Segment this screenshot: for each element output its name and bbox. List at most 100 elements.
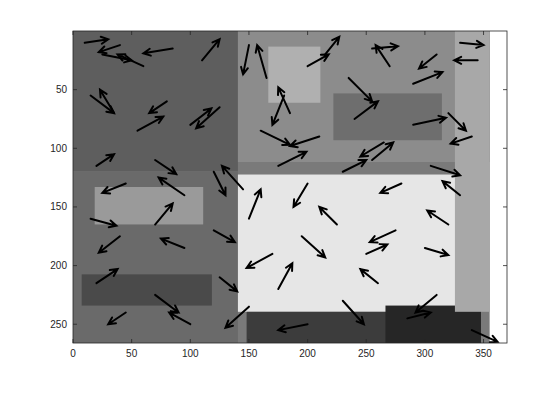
x-tick-top [190, 31, 191, 35]
x-tick-label: 150 [241, 348, 258, 359]
y-tick [73, 148, 77, 149]
y-tick-label: 150 [50, 201, 67, 212]
arrow [372, 142, 393, 160]
y-tick-right [503, 265, 507, 266]
image-region [73, 31, 490, 343]
y-tick [73, 324, 77, 325]
x-tick [366, 339, 367, 343]
arrow [325, 37, 339, 55]
x-tick-label: 200 [299, 348, 316, 359]
arrow [370, 230, 396, 242]
arrow [225, 307, 248, 328]
y-tick-label: 50 [56, 84, 68, 95]
y-tick-right [503, 324, 507, 325]
arrow [442, 181, 460, 195]
arrow [349, 78, 372, 101]
x-tick-top [73, 31, 74, 35]
x-tick-label: 250 [358, 348, 375, 359]
image-region [238, 175, 464, 312]
arrow [425, 248, 448, 256]
arrow [149, 101, 167, 113]
x-tick [483, 339, 484, 343]
arrow [159, 178, 185, 196]
arrow [319, 207, 337, 225]
x-tick-top [248, 31, 249, 35]
arrow [413, 71, 442, 83]
arrow [256, 45, 267, 78]
y-tick-right [503, 148, 507, 149]
arrow [343, 301, 364, 324]
axes-box [73, 31, 507, 343]
x-tick [190, 339, 191, 343]
arrow [96, 269, 117, 283]
x-tick-label: 300 [417, 348, 434, 359]
arrow [294, 183, 308, 206]
image-region [73, 171, 238, 343]
arrow [413, 116, 446, 125]
arrow [155, 160, 176, 174]
arrow [278, 152, 306, 166]
arrow [102, 183, 125, 193]
arrow [366, 244, 387, 254]
x-tick-label: 350 [475, 348, 492, 359]
x-tick [131, 339, 132, 343]
x-tick-label: 100 [182, 348, 199, 359]
x-tick-top [131, 31, 132, 35]
arrow [308, 54, 329, 66]
arrow [161, 238, 184, 248]
arrow [416, 295, 437, 313]
arrow [202, 39, 220, 60]
y-tick-label: 250 [50, 319, 67, 330]
arrow [99, 236, 120, 252]
arrow [143, 49, 172, 56]
x-tick-top [424, 31, 425, 35]
arrow [155, 203, 173, 224]
arrow [196, 107, 219, 128]
arrow [99, 45, 120, 53]
x-tick [307, 339, 308, 343]
x-tick-top [307, 31, 308, 35]
x-tick-label: 0 [70, 348, 76, 359]
arrow [108, 313, 126, 325]
image-region [73, 31, 238, 171]
arrow [380, 183, 401, 193]
arrow [448, 113, 466, 131]
arrow [214, 172, 226, 195]
chart: 05010015020025030035050100150200250 [0, 0, 560, 420]
image-region [333, 93, 442, 140]
arrow [91, 219, 117, 228]
arrow [247, 254, 273, 268]
arrow [261, 131, 290, 145]
arrows [85, 37, 498, 342]
x-tick [73, 339, 74, 343]
y-tick-label: 100 [50, 143, 67, 154]
y-tick [73, 89, 77, 90]
x-tick-top [483, 31, 484, 35]
arrow [360, 269, 378, 283]
arrow [220, 277, 238, 291]
arrow [155, 295, 178, 313]
arrow [302, 236, 325, 257]
arrow [214, 230, 235, 242]
image-region [95, 187, 204, 224]
arrow [427, 210, 448, 224]
arrow [431, 166, 460, 177]
background-image [73, 31, 490, 343]
arrow [343, 160, 366, 172]
arrow [96, 154, 114, 166]
arrow [169, 313, 190, 325]
arrow [91, 96, 114, 114]
arrow [460, 41, 483, 48]
image-region [238, 31, 490, 162]
arrow [85, 37, 108, 44]
arrow [118, 54, 144, 66]
x-tick-label: 50 [126, 348, 138, 359]
arrow [278, 87, 290, 113]
image-region [455, 31, 490, 312]
arrow [272, 96, 284, 125]
figure-background [0, 0, 560, 420]
image-region [268, 47, 320, 103]
arrow [355, 101, 378, 119]
arrow [222, 166, 243, 189]
arrow [454, 57, 477, 64]
